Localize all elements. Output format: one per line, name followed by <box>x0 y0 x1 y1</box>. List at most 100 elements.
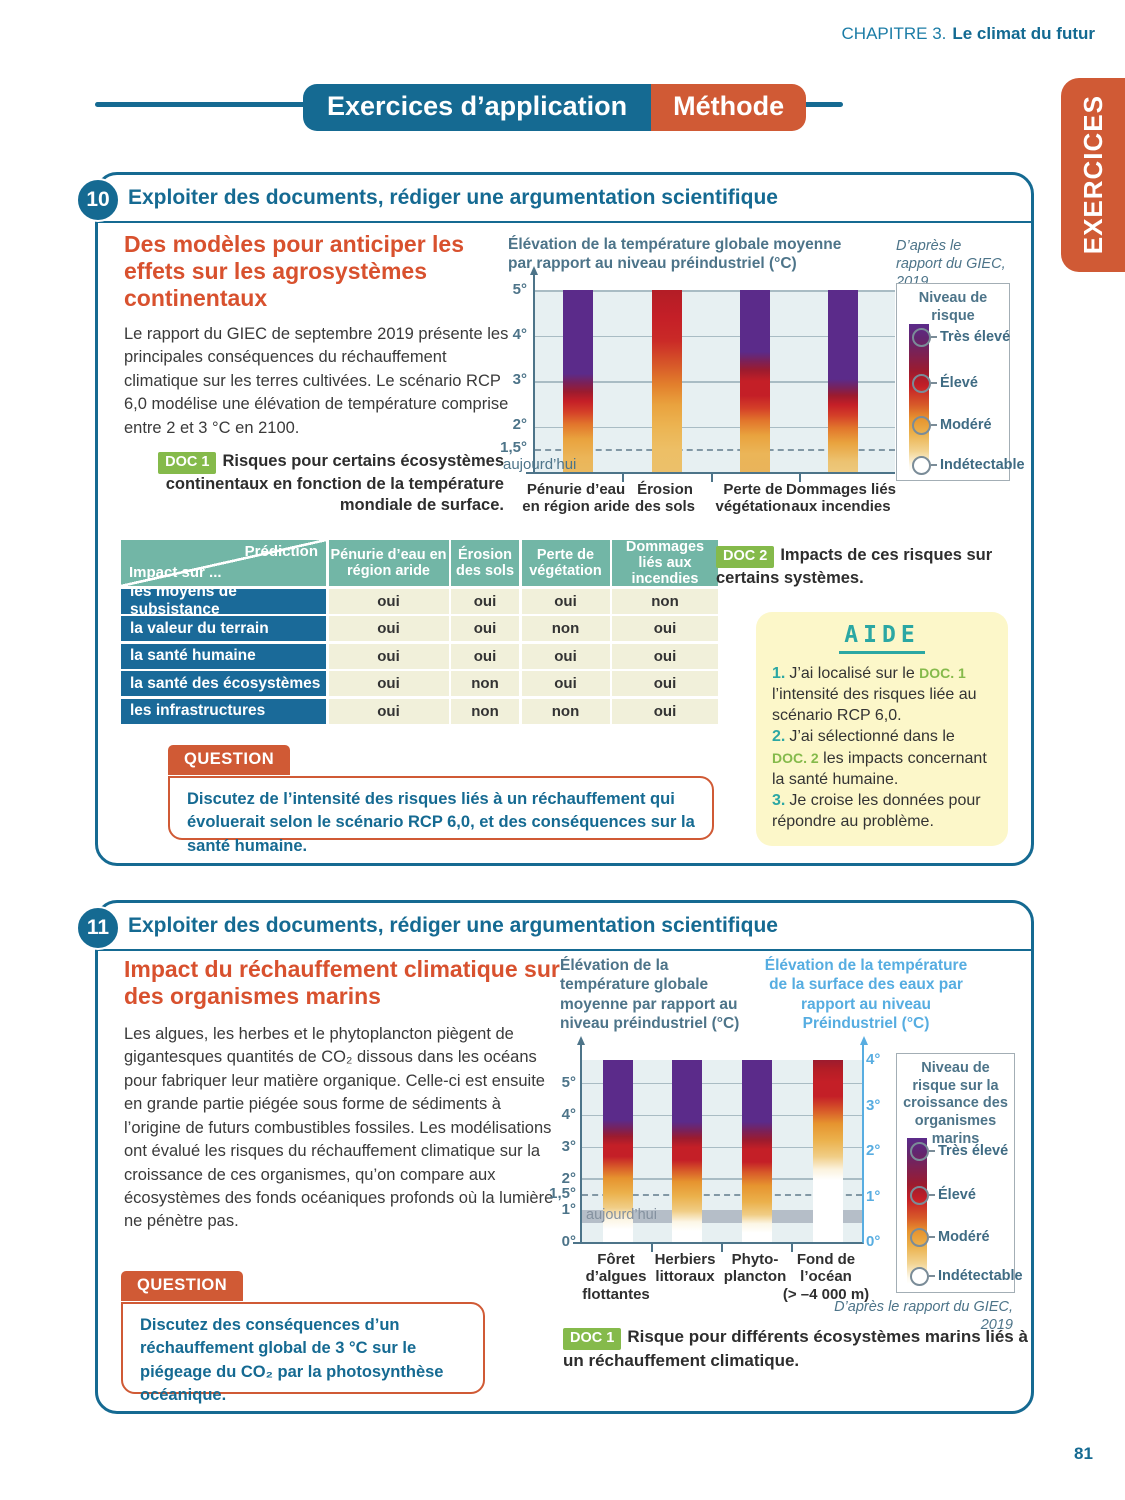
doc1-caption-text: Risques pour certains écosystèmes contin… <box>165 452 504 515</box>
bar-penurie-eau <box>563 290 593 472</box>
risk-marker-eleve-icon <box>909 1186 929 1205</box>
table-col-header: Pénurie d’eau en région aride <box>328 540 449 586</box>
chart2-category-fond: Fond de l’océan (> –4 000 m) <box>782 1251 870 1303</box>
chart1-category-dommages: Dommages liés aux incendies <box>785 481 897 516</box>
chart2-ltick-4: 4° <box>561 1106 576 1123</box>
bar-fond-ocean <box>813 1060 843 1242</box>
side-tab-label: EXERCICES <box>1077 95 1108 255</box>
risk-marker-tres-eleve-icon <box>909 1142 929 1161</box>
bar-perte-vegetation <box>740 290 770 472</box>
doc1-caption: DOC 1 Risques pour certains écosystèmes c… <box>124 451 504 517</box>
chart1-tick-2: 2° <box>512 416 527 433</box>
chart2-legend-title: Niveau de risque sur la croissance des o… <box>903 1060 1008 1147</box>
exercise-10-heading: Des modèles pour anticiper les effets su… <box>124 231 465 312</box>
chart2-ltick-2: 2° <box>561 1170 576 1187</box>
chart1-plot <box>526 266 895 482</box>
chart2-ltick-5: 5° <box>561 1074 576 1091</box>
gridline <box>582 1146 862 1149</box>
chart2-legend: Niveau de risque sur la croissance des o… <box>896 1053 1023 1293</box>
exercise-10-intro: Le rapport du GIEC de septembre 2019 pré… <box>124 325 509 437</box>
risk-marker-eleve-icon <box>911 374 931 393</box>
table-cell: oui <box>612 698 718 724</box>
exercise-11-intro: Les algues, les herbes et le phytoplanct… <box>124 1025 554 1231</box>
table-cell: oui <box>328 698 449 724</box>
x-axis-tick <box>721 1243 723 1252</box>
risk-marker-indetectable-icon <box>911 456 931 475</box>
aide-item-2: 2. J’ai sélectionné dans le DOC. 2 les im… <box>772 728 987 788</box>
table-cell: oui <box>521 588 610 614</box>
chart2-dashed-today-line <box>582 1194 862 1197</box>
chart2-left-axis <box>580 1045 582 1060</box>
question-10-tab: QUESTION <box>168 745 291 775</box>
table-row-label: les infrastructures <box>121 698 326 724</box>
gridline <box>535 290 895 292</box>
risk-label-tres-eleve: Très élevé <box>929 1143 1008 1159</box>
chart2-category-foret: Fôret d’algues flottantes <box>582 1251 650 1303</box>
aide-item-3: 3. Je croise les données pour répondre au… <box>772 792 981 831</box>
table-cell: oui <box>451 616 519 641</box>
chart2-rtick-2: 2° <box>866 1142 881 1159</box>
doc2-caption: DOC 2 Impacts de ces risques sur certains… <box>716 545 1012 589</box>
risk-marker-modere-icon <box>911 416 931 435</box>
chart1-tick-1-5: 1,5° <box>500 439 527 456</box>
chart2-ltick-1-5: 1,5° <box>549 1185 576 1202</box>
exercise-10-number: 10 <box>76 178 120 222</box>
chart1-category-perte: Perte de végétation <box>715 481 791 516</box>
table-cell: oui <box>612 616 718 641</box>
table-cell: oui <box>328 588 449 614</box>
chart2-ltick-0: 0° <box>561 1233 576 1250</box>
risk-marker-modere-icon <box>909 1228 929 1247</box>
table-col-header: Érosion des sols <box>451 540 519 586</box>
chart1-y-axis-arrow-icon <box>529 266 538 275</box>
table-col-header: Dommages liés aux incendies <box>612 539 718 587</box>
x-axis-tick <box>622 473 624 482</box>
doc1-badge: DOC 1 <box>158 452 217 474</box>
chart2-right-axis-arrow-icon <box>859 1036 868 1045</box>
risk-label-modere: Modéré <box>929 1229 990 1245</box>
bar-dommages-incendies <box>828 290 858 472</box>
chart1-tick-4: 4° <box>512 326 527 343</box>
chart1-category-erosion: Érosion des sols <box>634 481 696 516</box>
table-row-label: la santé des écosystèmes <box>121 671 326 696</box>
table-corner-cell: Prédiction Impact sur ... <box>121 540 326 586</box>
chart1-y-axis <box>533 275 535 290</box>
aide-underline <box>839 651 925 654</box>
table-cell: non <box>451 698 519 724</box>
chart2-right-axis-title: Élévation de la température de la surfac… <box>764 957 968 1033</box>
risk-label-modere: Modéré <box>931 417 992 433</box>
exercise-11-card: 11 Exploiter des documents, rédiger une … <box>76 900 1034 1414</box>
chart2-ltick-3: 3° <box>561 1138 576 1155</box>
aide-box: AIDE 1. J’ai localisé sur le DOC. 1 l’int… <box>756 612 1008 846</box>
chart2-category-phyto: Phyto- plancton <box>723 1251 787 1286</box>
exercise-11-number: 11 <box>76 906 120 950</box>
question-10-text: Discutez de l’intensité des risques liés… <box>168 776 714 855</box>
table-cell: oui <box>612 671 718 696</box>
gridline <box>582 1114 862 1117</box>
table-cell: oui <box>328 616 449 641</box>
chart2-today-band <box>582 1210 862 1223</box>
exercise-10-title: Exploiter des documents, rédiger une arg… <box>98 175 1031 223</box>
bar-erosion-sols <box>652 290 682 472</box>
risk-gradient-bar <box>907 1138 927 1284</box>
gridline <box>535 426 895 428</box>
table-row-label: la valeur du terrain <box>121 616 326 641</box>
exercise-10-card: 10 Exploiter des documents, rédiger une … <box>76 172 1034 866</box>
banner-exercices-application: Exercices d’application <box>303 84 652 131</box>
chart2-category-herbiers: Herbiers littoraux <box>654 1251 716 1286</box>
table-corner-prediction: Prédiction <box>244 543 318 560</box>
doc1-ex11-badge: DOC 1 <box>563 1328 622 1350</box>
chapter-header: CHAPITRE 3. Le climat du futur <box>842 24 1095 44</box>
chart1-dashed-today-line <box>535 449 895 452</box>
section-banner: Exercices d’application Méthode <box>303 84 807 131</box>
table-cell: non <box>451 671 519 696</box>
chapter-title: Le climat du futur <box>952 24 1095 43</box>
exercise-11-title: Exploiter des documents, rédiger une arg… <box>98 903 1031 951</box>
doc2-table: Prédiction Impact sur ... Pénurie d’eau … <box>121 539 718 724</box>
chart2-ltick-1: 1° <box>561 1201 576 1218</box>
gridline <box>535 335 895 337</box>
table-cell: oui <box>328 671 449 696</box>
table-cell: oui <box>612 643 718 669</box>
exercise-11-heading: Impact du réchauffement climatique sur d… <box>124 956 560 1010</box>
risk-label-tres-eleve: Très élevé <box>931 329 1010 345</box>
